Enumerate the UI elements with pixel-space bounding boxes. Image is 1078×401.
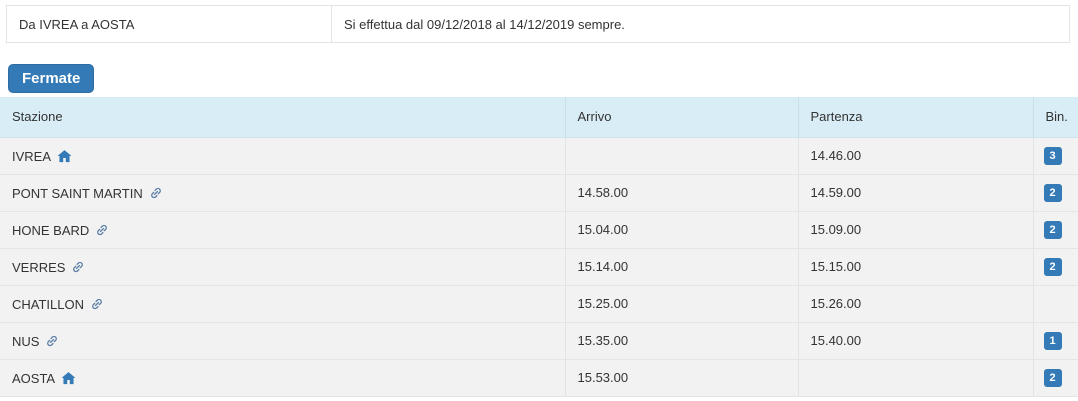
bin-badge: 2 (1043, 220, 1062, 239)
tab-fermate[interactable]: Fermate (8, 64, 95, 93)
cell-stazione: CHATILLON (0, 284, 566, 323)
cell-partenza: 14.59.00 (798, 173, 1034, 212)
home-icon (57, 149, 72, 163)
cell-arrivo: 14.58.00 (565, 173, 799, 212)
cell-stazione: IVREA (0, 136, 566, 175)
cell-bin: 2 (1033, 358, 1078, 397)
cell-bin: 1 (1033, 321, 1078, 360)
tab-bar: Fermate (8, 64, 95, 93)
cell-arrivo: 15.53.00 (565, 358, 799, 397)
cell-stazione: HONE BARD (0, 210, 566, 249)
station-label: VERRES (12, 259, 66, 275)
link-icon (45, 334, 59, 348)
table-row: HONE BARD 15.04.00 15.09.00 2 (0, 210, 1078, 249)
column-header-partenza: Partenza (798, 97, 1034, 138)
table-header-row: Stazione Arrivo Partenza Bin. (0, 97, 1078, 138)
cell-arrivo: 15.14.00 (565, 247, 799, 286)
cell-partenza (798, 358, 1034, 397)
cell-bin (1033, 284, 1078, 323)
cell-arrivo: 15.04.00 (565, 210, 799, 249)
station-label: HONE BARD (12, 222, 90, 238)
station-label: CHATILLON (12, 296, 84, 312)
cell-stazione: AOSTA (0, 358, 566, 397)
cell-bin: 2 (1033, 173, 1078, 212)
bin-badge: 1 (1043, 331, 1062, 350)
stops-table-head: Stazione Arrivo Partenza Bin. (0, 97, 1078, 138)
cell-partenza: 15.26.00 (798, 284, 1034, 323)
column-header-bin: Bin. (1033, 97, 1078, 138)
link-icon (71, 260, 85, 274)
station-label: AOSTA (12, 370, 56, 386)
cell-bin: 3 (1033, 136, 1078, 175)
table-row: VERRES 15.14.00 15.15.00 2 (0, 247, 1078, 286)
bin-badge: 2 (1043, 183, 1062, 202)
cell-partenza: 14.46.00 (798, 136, 1034, 175)
cell-partenza: 15.15.00 (798, 247, 1034, 286)
station-label: IVREA (12, 148, 52, 164)
trip-route: Da IVREA a AOSTA (7, 6, 332, 42)
bin-badge: 2 (1043, 368, 1062, 387)
cell-arrivo: 15.25.00 (565, 284, 799, 323)
bin-badge: 3 (1043, 146, 1062, 165)
table-row: CHATILLON 15.25.00 15.26.00 (0, 284, 1078, 323)
cell-stazione: NUS (0, 321, 566, 360)
cell-partenza: 15.09.00 (798, 210, 1034, 249)
table-row: AOSTA 15.53.00 2 (0, 358, 1078, 397)
cell-stazione: VERRES (0, 247, 566, 286)
link-icon (95, 223, 109, 237)
cell-partenza: 15.40.00 (798, 321, 1034, 360)
cell-stazione: PONT SAINT MARTIN (0, 173, 566, 212)
stops-table-body: IVREA 14.46.00 3 PONT SAINT MARTIN 14.58.00 1… (0, 136, 1078, 397)
bin-badge: 2 (1043, 257, 1062, 276)
cell-arrivo (565, 136, 799, 175)
trip-info-panel: Da IVREA a AOSTA Si effettua dal 09/12/2… (6, 5, 1070, 43)
column-header-stazione: Stazione (0, 97, 566, 138)
column-header-arrivo: Arrivo (565, 97, 799, 138)
cell-bin: 2 (1033, 247, 1078, 286)
cell-arrivo: 15.35.00 (565, 321, 799, 360)
link-icon (90, 297, 104, 311)
stops-table: Stazione Arrivo Partenza Bin. IVREA 14.46… (0, 97, 1078, 397)
home-icon (61, 371, 76, 385)
table-row: PONT SAINT MARTIN 14.58.00 14.59.00 2 (0, 173, 1078, 212)
cell-bin: 2 (1033, 210, 1078, 249)
table-row: NUS 15.35.00 15.40.00 1 (0, 321, 1078, 360)
table-row: IVREA 14.46.00 3 (0, 136, 1078, 175)
trip-validity: Si effettua dal 09/12/2018 al 14/12/2019… (344, 16, 625, 32)
station-label: NUS (12, 333, 40, 349)
link-icon (149, 186, 163, 200)
station-label: PONT SAINT MARTIN (12, 185, 143, 201)
